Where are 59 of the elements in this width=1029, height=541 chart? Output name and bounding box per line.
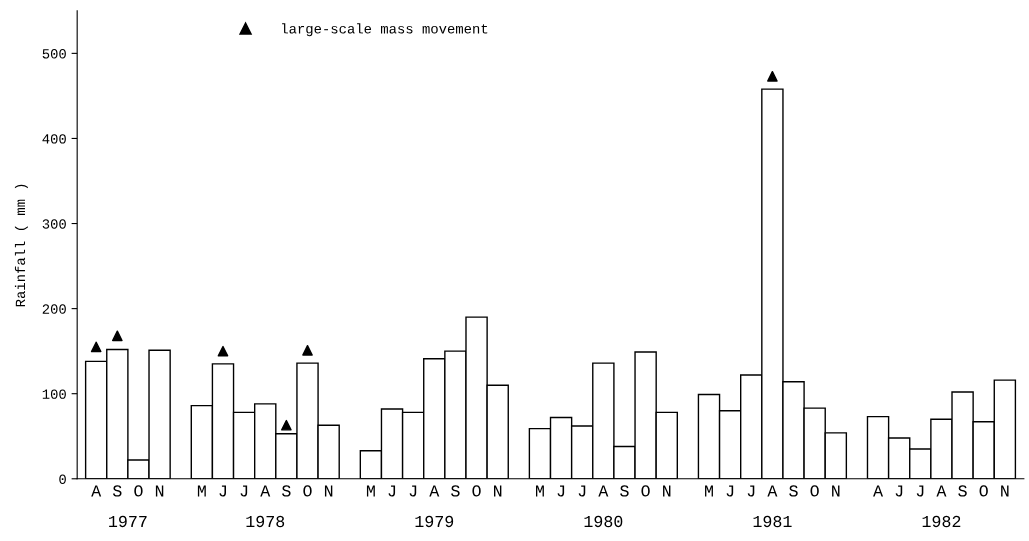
x-tick-label: S bbox=[112, 485, 122, 497]
x-tick-label: A bbox=[873, 485, 884, 497]
x-tick-label: A bbox=[767, 485, 778, 497]
x-tick-label: J bbox=[747, 485, 755, 497]
x-tick-label: S bbox=[620, 485, 629, 497]
x-tick-label: J bbox=[219, 485, 226, 497]
x-tick-label: O bbox=[303, 485, 312, 497]
x-tick-label: J bbox=[726, 485, 734, 497]
text: 1978 bbox=[246, 515, 285, 528]
x-tick-label: S bbox=[451, 485, 460, 497]
x-tick-label: M bbox=[366, 485, 375, 497]
y-tick-label: 500 bbox=[42, 49, 66, 59]
y-tick-label: 300 bbox=[42, 219, 66, 229]
x-tick-label: M bbox=[705, 485, 713, 497]
x-tick-label: O bbox=[810, 485, 819, 497]
x-tick-label: A bbox=[429, 485, 440, 497]
point bbox=[281, 419, 292, 431]
point bbox=[217, 345, 229, 357]
x-tick-label: S bbox=[789, 485, 798, 497]
legend-label: large-scale mass movement bbox=[282, 23, 488, 37]
text: 1977 bbox=[109, 515, 147, 528]
x-tick-label: J bbox=[557, 485, 565, 497]
y-tick-label: 0 bbox=[59, 474, 66, 484]
text: 1979 bbox=[415, 515, 454, 528]
x-tick-label: J bbox=[409, 485, 417, 497]
x-tick-label: S bbox=[282, 485, 291, 497]
x-tick-label: S bbox=[958, 485, 967, 497]
y-axis-title: Rainfall ( mm ) bbox=[14, 184, 28, 307]
point bbox=[90, 341, 102, 353]
x-tick-label: J bbox=[895, 485, 903, 497]
y-tick-label: 400 bbox=[42, 134, 66, 144]
x-tick-label: N bbox=[832, 485, 840, 497]
x-tick-label: N bbox=[1001, 485, 1009, 497]
point bbox=[767, 70, 778, 82]
x-tick-label: A bbox=[936, 485, 947, 497]
x-tick-label: J bbox=[578, 485, 586, 497]
text: 1981 bbox=[753, 515, 792, 528]
x-tick-label: O bbox=[134, 485, 143, 497]
x-tick-label: O bbox=[641, 485, 650, 497]
x-tick-label: O bbox=[472, 485, 481, 497]
x-tick-label: N bbox=[324, 485, 333, 497]
y-tick-label: 200 bbox=[42, 304, 66, 314]
x-tick-label: N bbox=[494, 485, 502, 497]
x-tick-label: A bbox=[91, 485, 102, 497]
point bbox=[111, 330, 123, 342]
point bbox=[302, 344, 313, 356]
x-tick-label: A bbox=[260, 485, 271, 497]
text: 1982 bbox=[922, 515, 961, 528]
x-tick-label: M bbox=[536, 485, 544, 497]
y-tick-label: 100 bbox=[42, 389, 66, 399]
x-tick-label: J bbox=[240, 485, 248, 497]
x-tick-label: N bbox=[155, 485, 164, 497]
x-tick-label: M bbox=[197, 485, 206, 497]
x-tick-label: O bbox=[979, 485, 988, 497]
text: 1980 bbox=[584, 515, 623, 528]
x-tick-label: J bbox=[388, 485, 396, 497]
x-tick-label: N bbox=[663, 485, 671, 497]
x-tick-label: J bbox=[916, 485, 924, 497]
x-tick-label: A bbox=[598, 485, 609, 497]
